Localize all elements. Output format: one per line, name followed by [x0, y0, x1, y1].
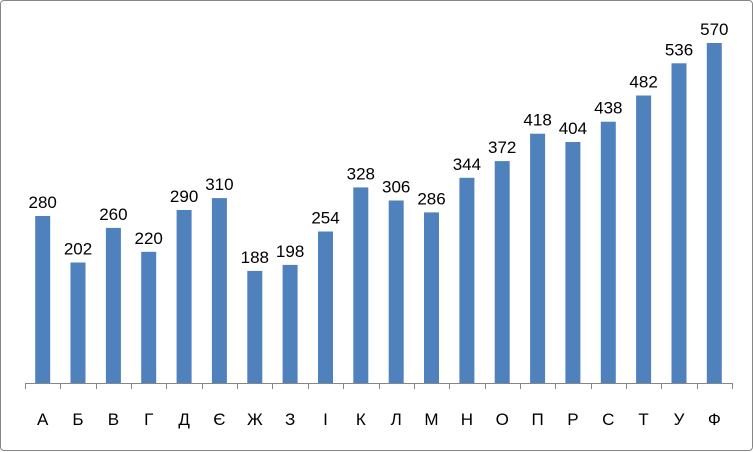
- x-tick-label: Ф: [708, 410, 721, 429]
- data-label: 306: [382, 178, 410, 197]
- bar: [494, 161, 510, 383]
- data-label: 188: [241, 248, 269, 267]
- bar: [35, 216, 51, 383]
- x-tick-label: Л: [391, 410, 402, 429]
- x-tick-label: Т: [638, 410, 648, 429]
- data-labels: 280 202 260 220 290 310 188 198 254 328 306 286 344 3…: [29, 20, 729, 267]
- data-label: 254: [311, 209, 339, 228]
- data-label: 260: [99, 205, 127, 224]
- x-tick-label: І: [323, 410, 328, 429]
- data-label: 482: [629, 73, 657, 92]
- bar: [388, 200, 404, 383]
- data-label: 372: [488, 138, 516, 157]
- bar: [530, 133, 546, 383]
- data-label: 220: [135, 229, 163, 248]
- data-label: 286: [417, 189, 445, 208]
- x-tick-label: А: [37, 410, 49, 429]
- bar: [105, 227, 121, 383]
- data-label: 310: [205, 175, 233, 194]
- x-tick-label: О: [496, 410, 509, 429]
- x-tick-label: У: [674, 410, 685, 429]
- bar: [318, 231, 333, 383]
- data-label: 570: [700, 20, 728, 39]
- x-tick-label: К: [356, 410, 366, 429]
- data-label: 280: [29, 193, 57, 212]
- data-label: 198: [276, 242, 304, 261]
- bar: [424, 212, 439, 383]
- bar: [706, 43, 722, 383]
- data-label: 290: [170, 187, 198, 206]
- bar: [600, 121, 616, 383]
- data-label: 536: [665, 40, 693, 59]
- x-tick-label: Р: [567, 410, 578, 429]
- data-label: 344: [453, 155, 481, 174]
- x-tick-label: З: [285, 410, 295, 429]
- x-tick-label: Б: [72, 410, 83, 429]
- data-label: 328: [347, 164, 375, 183]
- bar: [282, 264, 298, 383]
- bar: [70, 262, 86, 383]
- x-tick-label: В: [108, 410, 119, 429]
- x-tick-label: М: [424, 410, 438, 429]
- x-tick-label: Є: [213, 410, 225, 429]
- bar: [247, 270, 263, 383]
- bar: [636, 95, 652, 383]
- data-label: 404: [559, 119, 587, 138]
- x-tick-label: Г: [144, 410, 153, 429]
- bar: [141, 251, 157, 383]
- bar: [211, 198, 227, 383]
- x-tick-label: Ж: [247, 410, 263, 429]
- bars-layer: [35, 43, 722, 384]
- bar: [459, 177, 475, 383]
- x-axis-ticks: [25, 383, 733, 389]
- x-tick-label: П: [531, 410, 543, 429]
- bar: [671, 63, 687, 384]
- bar: [565, 142, 581, 383]
- data-label: 438: [594, 99, 622, 118]
- bar: [176, 210, 192, 383]
- x-tick-label: С: [602, 410, 614, 429]
- data-label: 418: [523, 111, 551, 130]
- x-tick-label: Н: [461, 410, 473, 429]
- x-tick-label: Д: [178, 410, 190, 429]
- bar: [353, 187, 369, 383]
- data-label: 202: [64, 240, 92, 259]
